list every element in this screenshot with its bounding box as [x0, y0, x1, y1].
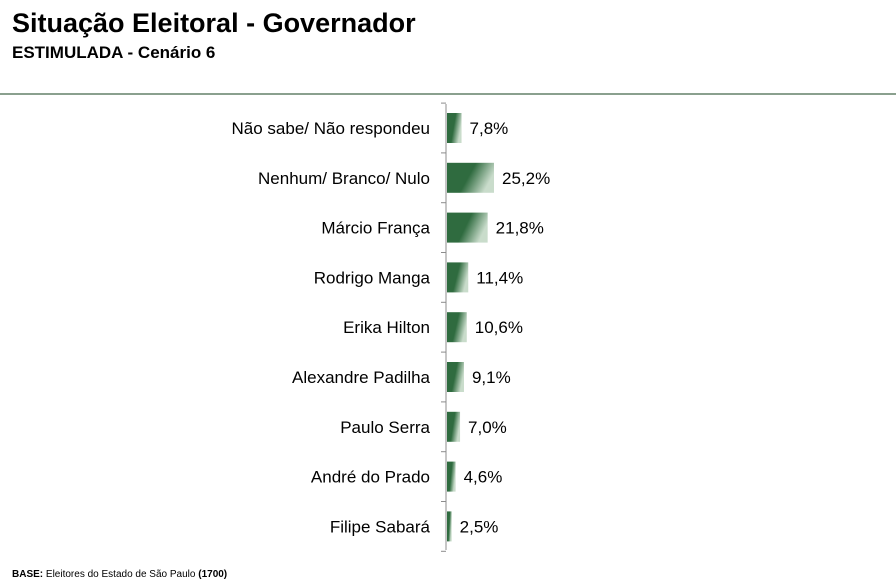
bar: [447, 511, 452, 542]
category-label: Rodrigo Manga: [314, 268, 431, 287]
bar: [447, 362, 464, 392]
value-label: 25,2%: [502, 169, 550, 188]
value-label: 4,6%: [464, 468, 503, 487]
category-label: André do Prado: [311, 468, 430, 487]
value-label: 11,4%: [476, 268, 523, 287]
category-label: Paulo Serra: [340, 418, 430, 437]
category-label: Não sabe/ Não respondeu: [232, 119, 430, 138]
page-subtitle: ESTIMULADA - Cenário 6: [12, 43, 216, 62]
footer-base-count: (1700): [198, 569, 228, 580]
footer-base-text: Eleitores do Estado de São Paulo: [45, 569, 196, 580]
page-title: Situação Eleitoral - Governador: [12, 8, 416, 38]
value-label: 2,5%: [460, 517, 499, 536]
value-label: 9,1%: [472, 368, 511, 387]
category-label: Erika Hilton: [343, 318, 430, 337]
category-label: Márcio França: [321, 219, 430, 238]
bar: [447, 411, 461, 442]
bar: [447, 461, 456, 492]
value-label: 21,8%: [496, 219, 544, 238]
category-label: Nenhum/ Branco/ Nulo: [258, 169, 430, 188]
bar: [447, 162, 494, 193]
footer-base-label: BASE:: [12, 569, 44, 580]
footer-base-note: BASE: Eleitores do Estado de São Paulo (…: [12, 568, 227, 581]
bar: [447, 262, 469, 293]
category-label: Alexandre Padilha: [292, 368, 431, 387]
bar: [447, 212, 488, 243]
value-label: 7,0%: [468, 418, 507, 437]
value-label: 7,8%: [470, 119, 509, 138]
bar: [447, 312, 467, 343]
value-label: 10,6%: [475, 318, 523, 337]
category-label: Filipe Sabará: [330, 517, 431, 536]
bar: [447, 113, 462, 143]
header-divider: [0, 93, 896, 95]
